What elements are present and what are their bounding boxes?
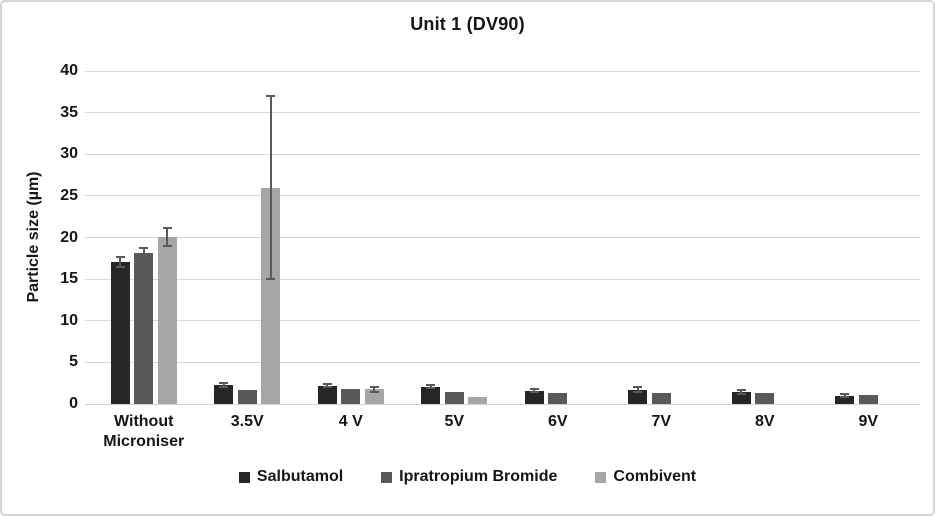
gridline xyxy=(85,112,920,114)
bar-ipratropium-bromide xyxy=(237,389,257,404)
x-axis-labels: Without Microniser 3.5V 4 V 5V 6V 7V 8V 9V xyxy=(92,412,920,456)
legend-item-ipratropium-bromide: Ipratropium Bromide xyxy=(381,468,557,486)
x-tick-label: 6V xyxy=(547,413,568,430)
bar-ipratropium-bromide xyxy=(858,394,878,404)
error-bar xyxy=(269,95,272,280)
error-bar-cap xyxy=(736,393,746,396)
x-tick-label: 9V xyxy=(858,413,879,430)
error-bar-cap xyxy=(322,383,332,386)
legend-item-combivent: Combivent xyxy=(595,468,696,486)
legend-label: Combivent xyxy=(613,468,697,485)
error-bar-cap xyxy=(426,387,436,390)
error-bar-cap xyxy=(266,278,276,281)
error-bar-cap xyxy=(426,383,436,386)
y-tick-label: 35 xyxy=(60,103,78,121)
error-bar-cap xyxy=(162,226,172,229)
y-tick-label: 15 xyxy=(60,270,78,288)
y-tick-label: 10 xyxy=(60,311,78,329)
y-tick-label: 30 xyxy=(60,145,78,163)
bar-ipratropium-bromide xyxy=(548,393,568,404)
error-bar xyxy=(636,387,639,393)
error-bar-cap xyxy=(840,393,850,395)
gridline xyxy=(85,278,920,280)
error-bar xyxy=(429,384,432,389)
bar-salbutamol xyxy=(317,385,337,404)
bar-salbutamol xyxy=(421,386,441,404)
error-bar-cap xyxy=(369,390,379,393)
error-bar-cap xyxy=(139,255,149,258)
bar-salbutamol xyxy=(835,395,855,404)
bar-salbutamol xyxy=(214,384,234,404)
y-tick-label: 40 xyxy=(60,62,78,79)
error-bar xyxy=(166,227,169,246)
legend-label: Salbutamol xyxy=(256,468,344,485)
bar-salbutamol xyxy=(110,262,130,404)
bar-combivent xyxy=(157,236,177,404)
error-bar-cap xyxy=(529,388,539,391)
error-bar-cap xyxy=(633,386,643,389)
bar-combivent xyxy=(364,389,384,404)
bar-salbutamol xyxy=(524,390,544,404)
error-bar-cap xyxy=(736,389,746,392)
error-bar-cap xyxy=(369,385,379,388)
chart-title: Unit 1 (DV90) xyxy=(410,14,525,34)
error-bar-cap xyxy=(266,94,276,97)
gridline xyxy=(85,320,920,322)
gridline xyxy=(85,195,920,197)
y-tick-label: 0 xyxy=(69,395,78,412)
error-bar-cap xyxy=(633,391,643,394)
error-bar-cap xyxy=(162,244,172,247)
legend-swatch xyxy=(238,471,250,483)
error-bar-cap xyxy=(139,247,149,250)
error-bar-cap xyxy=(115,256,125,259)
bar-salbutamol xyxy=(628,389,648,404)
bar-ipratropium-bromide xyxy=(341,389,361,404)
error-bar xyxy=(843,394,846,398)
error-bar-cap xyxy=(529,390,539,393)
gridline xyxy=(85,361,920,363)
error-bar xyxy=(326,384,329,388)
error-bar-cap xyxy=(840,396,850,399)
error-bar-cap xyxy=(219,382,229,385)
x-tick-label: 3.5V xyxy=(230,413,264,430)
bar-ipratropium-bromide xyxy=(444,391,464,404)
bar-ipratropium-bromide xyxy=(651,393,671,404)
x-tick-label: 5V xyxy=(444,413,465,430)
gridline xyxy=(85,237,920,238)
error-bar xyxy=(533,389,536,392)
error-bar-cap xyxy=(219,385,229,388)
y-tick-label: 25 xyxy=(60,186,78,204)
error-bar xyxy=(119,257,122,268)
legend-swatch xyxy=(595,471,607,483)
bar-ipratropium-bromide xyxy=(755,393,775,404)
error-bar xyxy=(142,248,145,257)
plot-area xyxy=(85,70,920,405)
bar-ipratropium-bromide xyxy=(134,252,154,404)
legend-label: Ipratropium Bromide xyxy=(399,468,558,485)
gridline xyxy=(85,70,920,72)
error-bar-cap xyxy=(115,266,125,269)
legend-item-salbutamol: Salbutamol xyxy=(238,468,344,486)
error-bar xyxy=(740,390,743,395)
bar-combivent xyxy=(261,187,281,404)
error-bar xyxy=(222,383,225,387)
x-tick-label: 4 V xyxy=(338,413,363,430)
x-tick-label: 8V xyxy=(754,413,775,430)
error-bar-cap xyxy=(322,386,332,389)
legend: Salbutamol Ipratropium Bromide Combivent xyxy=(2,468,933,486)
legend-swatch xyxy=(381,471,393,483)
y-tick-label: 5 xyxy=(69,353,78,371)
error-bar xyxy=(373,386,376,392)
x-tick-label: Without Microniser xyxy=(103,413,185,450)
gridline xyxy=(85,153,920,155)
gridline xyxy=(85,403,920,405)
x-tick-label: 7V xyxy=(651,413,672,430)
bar-combivent xyxy=(468,396,488,404)
y-tick-label: 20 xyxy=(60,228,78,246)
bar-salbutamol xyxy=(731,392,751,404)
